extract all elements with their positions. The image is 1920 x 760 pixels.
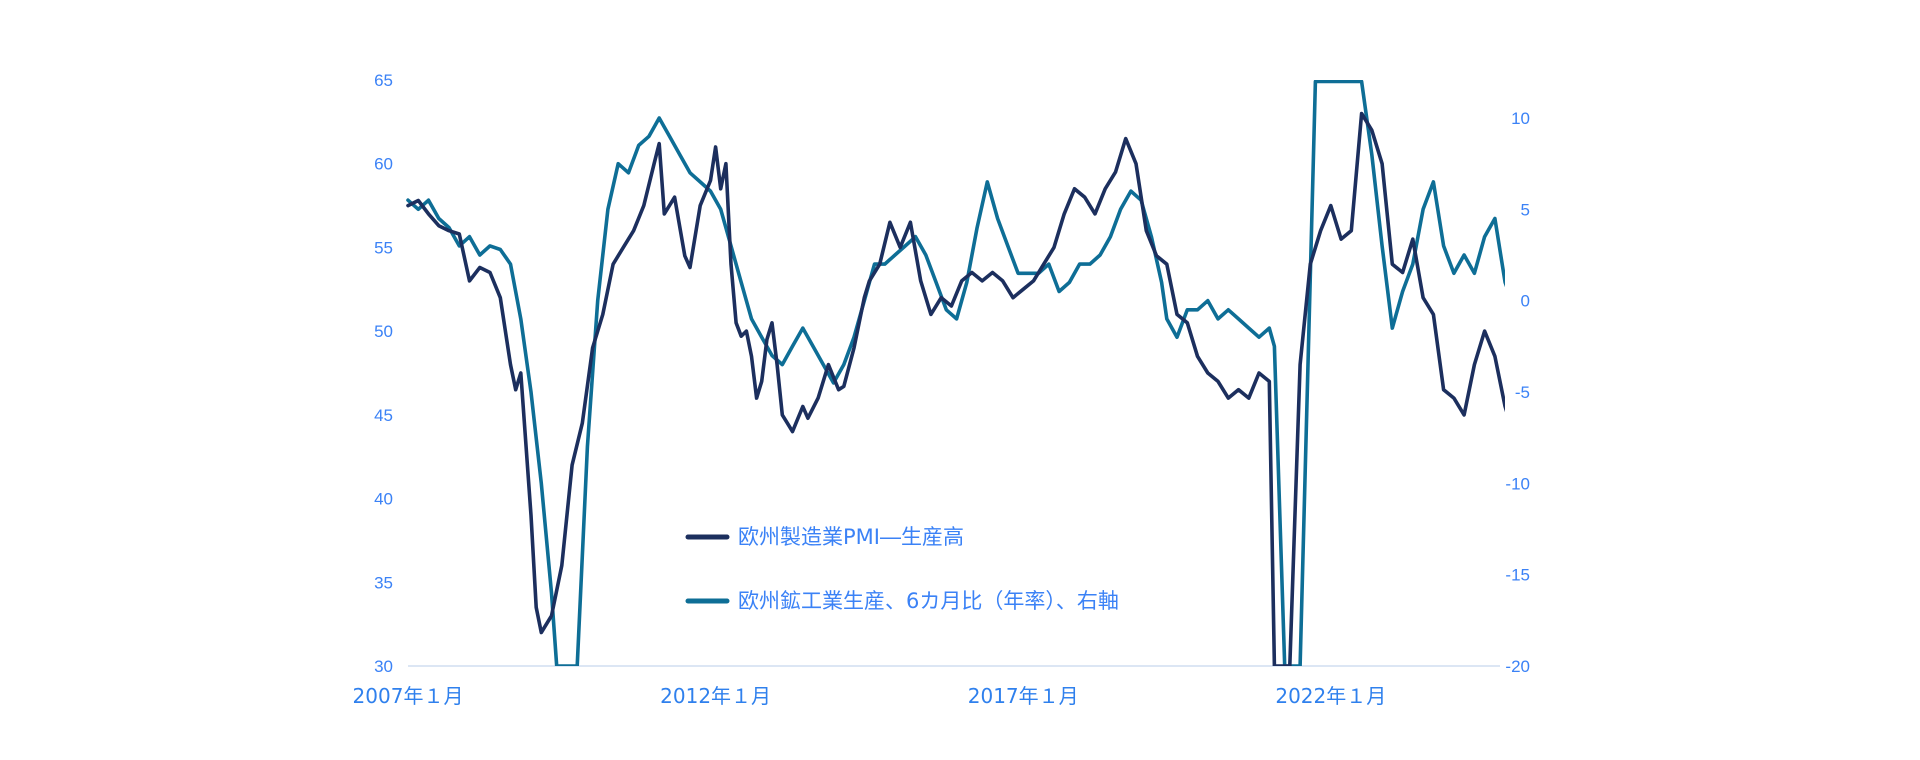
x-tick-label: 2012年１月 [660, 684, 771, 708]
y-left-tick-label: 45 [374, 406, 393, 425]
y-left-tick-label: 55 [374, 238, 393, 257]
series-line-industrial-production [406, 80, 1505, 666]
y-right-tick-label: -15 [1505, 566, 1530, 585]
x-tick-label: 2022年１月 [1275, 684, 1386, 708]
y-right-tick-label: 5 [1521, 200, 1530, 219]
y-left-tick-label: 50 [374, 322, 393, 341]
legend-label: 欧州製造業PMI―生産高 [738, 525, 964, 549]
y-left-tick-label: 30 [374, 657, 393, 676]
x-axis: 2007年１月 2012年１月 2017年１月 2022年１月 [353, 684, 1387, 708]
legend-label: 欧州鉱工業生産、6カ月比（年率）、右軸 [738, 589, 1119, 613]
y-left-tick-label: 60 [374, 155, 393, 174]
y-right-tick-label: 0 [1521, 292, 1530, 311]
y-axis-left: 30 35 40 45 50 55 60 65 [374, 71, 393, 676]
x-tick-label: 2007年１月 [353, 684, 464, 708]
x-tick-label: 2017年１月 [968, 684, 1079, 708]
y-left-tick-label: 35 [374, 573, 393, 592]
y-right-tick-label: -10 [1505, 474, 1530, 493]
y-left-tick-label: 40 [374, 490, 393, 509]
y-right-tick-label: 10 [1511, 109, 1530, 128]
y-axis-right: -20 -15 -10 -5 0 5 10 [1505, 109, 1530, 676]
y-right-tick-label: -20 [1505, 657, 1530, 676]
series-layer [406, 80, 1505, 666]
y-right-tick-label: -5 [1515, 383, 1530, 402]
y-left-tick-label: 65 [374, 71, 393, 90]
series-line-manufacturing-pmi [406, 111, 1505, 666]
